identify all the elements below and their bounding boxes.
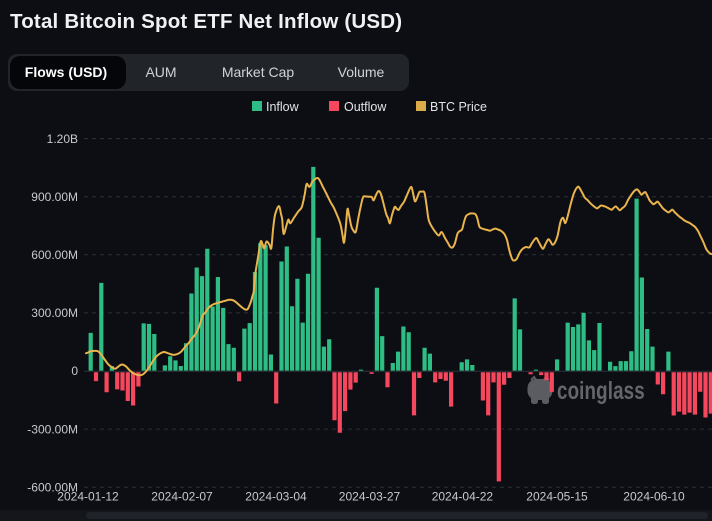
svg-text:600.00M: 600.00M [31,248,78,262]
svg-text:2024-03-04: 2024-03-04 [245,490,307,504]
svg-text:2024-06-10: 2024-06-10 [623,490,685,504]
svg-text:900.00M: 900.00M [31,190,78,204]
svg-text:1.20B: 1.20B [47,132,78,146]
svg-text:2024-05-15: 2024-05-15 [526,490,588,504]
svg-text:300.00M: 300.00M [31,306,78,320]
svg-text:-600.00M: -600.00M [27,480,78,494]
svg-text:-300.00M: -300.00M [27,422,78,436]
svg-text:2024-03-27: 2024-03-27 [339,490,401,504]
svg-text:2024-02-07: 2024-02-07 [151,490,213,504]
svg-text:0: 0 [71,364,78,378]
svg-text:2024-04-22: 2024-04-22 [432,490,494,504]
svg-text:2024-01-12: 2024-01-12 [57,490,119,504]
